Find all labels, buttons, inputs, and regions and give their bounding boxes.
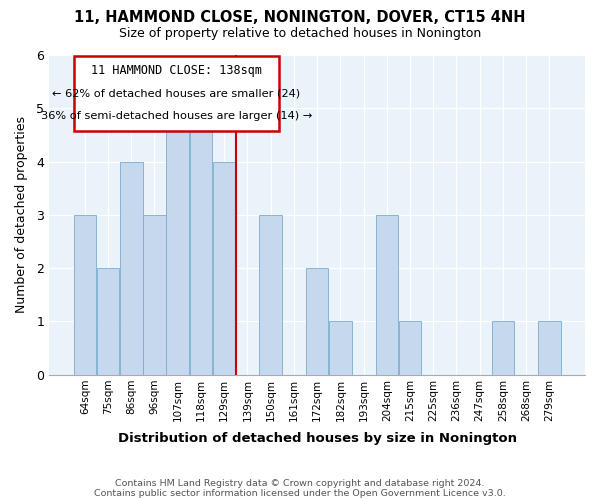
X-axis label: Distribution of detached houses by size in Nonington: Distribution of detached houses by size … [118, 432, 517, 445]
Text: Size of property relative to detached houses in Nonington: Size of property relative to detached ho… [119, 28, 481, 40]
Bar [166, 108, 189, 374]
Y-axis label: Number of detached properties: Number of detached properties [15, 116, 28, 314]
Bar [538, 322, 560, 374]
Bar [74, 215, 96, 374]
Text: ← 62% of detached houses are smaller (24): ← 62% of detached houses are smaller (24… [52, 88, 300, 99]
Bar [491, 322, 514, 374]
Text: 36% of semi-detached houses are larger (14) →: 36% of semi-detached houses are larger (… [41, 110, 312, 120]
Bar [329, 322, 352, 374]
Text: 11 HAMMOND CLOSE: 138sqm: 11 HAMMOND CLOSE: 138sqm [91, 64, 262, 78]
Bar [97, 268, 119, 374]
Bar [376, 215, 398, 374]
Bar [399, 322, 421, 374]
FancyBboxPatch shape [74, 56, 279, 130]
Bar [190, 108, 212, 374]
Bar [306, 268, 328, 374]
Bar [259, 215, 282, 374]
Bar [120, 162, 143, 374]
Text: Contains public sector information licensed under the Open Government Licence v3: Contains public sector information licen… [94, 488, 506, 498]
Bar [143, 215, 166, 374]
Bar [213, 162, 235, 374]
Text: 11, HAMMOND CLOSE, NONINGTON, DOVER, CT15 4NH: 11, HAMMOND CLOSE, NONINGTON, DOVER, CT1… [74, 10, 526, 25]
Text: Contains HM Land Registry data © Crown copyright and database right 2024.: Contains HM Land Registry data © Crown c… [115, 478, 485, 488]
